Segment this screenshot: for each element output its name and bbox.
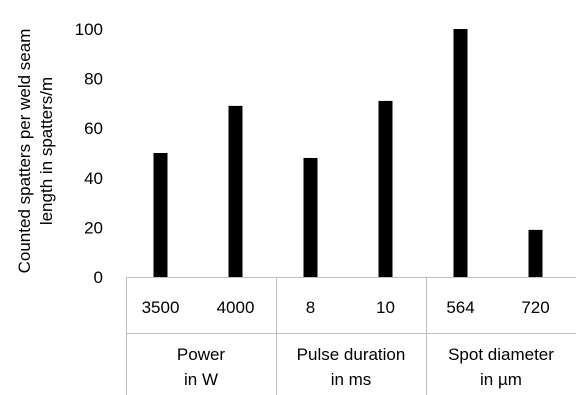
bar xyxy=(378,100,393,277)
bar xyxy=(453,29,468,277)
category-label: 564 xyxy=(446,298,474,317)
y-axis-title-line: length in spatters/m xyxy=(37,77,56,225)
bar xyxy=(153,153,168,277)
category-label: 720 xyxy=(521,298,549,317)
group-labels: Power in W Pulse duration in ms Spot diamete… xyxy=(177,345,554,389)
y-tick-label: 60 xyxy=(84,119,103,138)
group-label-line: Power xyxy=(177,345,226,364)
bars xyxy=(153,29,543,277)
x-axis xyxy=(126,277,576,395)
y-axis-title: Counted spatters per weld seam length in … xyxy=(15,29,56,274)
y-tick-label: 100 xyxy=(75,20,103,39)
category-label: 3500 xyxy=(142,298,180,317)
group-label-line: Pulse duration xyxy=(297,345,406,364)
y-tick-label: 20 xyxy=(84,218,103,237)
y-tick-label: 0 xyxy=(94,268,103,287)
bar xyxy=(303,157,318,277)
category-label: 4000 xyxy=(217,298,255,317)
y-axis-title-line: Counted spatters per weld seam xyxy=(15,29,34,274)
bar xyxy=(228,105,243,277)
group-label-line: Spot diameter xyxy=(448,345,554,364)
y-axis-ticks: 0 20 40 60 80 100 xyxy=(75,20,103,287)
category-labels: 3500 4000 8 10 564 720 xyxy=(142,298,550,317)
y-tick-label: 40 xyxy=(84,169,103,188)
bar xyxy=(528,229,543,277)
category-label: 8 xyxy=(306,298,315,317)
group-label-line: in ms xyxy=(331,370,372,389)
category-label: 10 xyxy=(376,298,395,317)
group-label-line: in µm xyxy=(480,370,522,389)
y-tick-label: 80 xyxy=(84,70,103,89)
group-label-line: in W xyxy=(184,370,218,389)
